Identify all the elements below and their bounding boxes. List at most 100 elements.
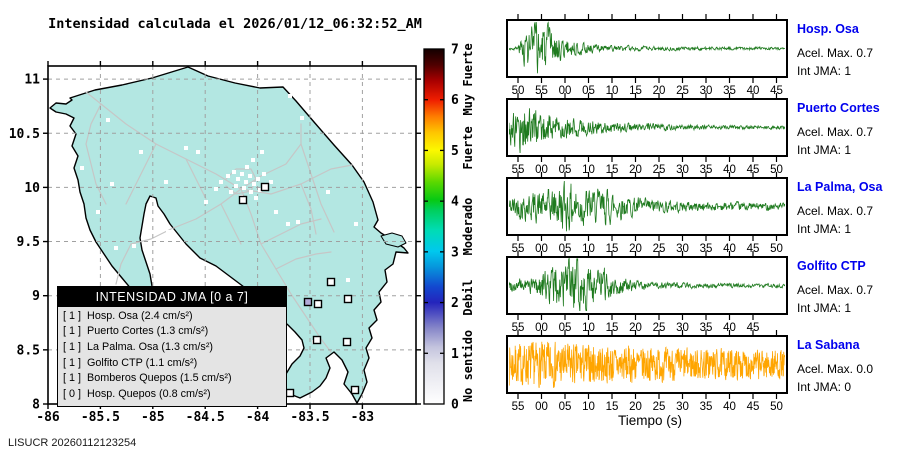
trace-tick-label: 35 xyxy=(699,243,713,255)
station-dot xyxy=(240,172,244,176)
station-dot xyxy=(248,174,252,178)
station-dot xyxy=(244,180,248,184)
trace-tick-label: 55 xyxy=(511,401,525,413)
station-markers-layer xyxy=(238,182,360,398)
y-tick-label: 10 xyxy=(24,181,40,196)
colorbar-tick-label: 7 xyxy=(451,43,459,58)
legend-station-label: Golfito CTP (1.1 cm/s²) xyxy=(87,356,198,369)
colorbar xyxy=(423,48,445,405)
legend-intensity-code: [ 0 ] xyxy=(63,388,82,401)
y-tick-label: 9.5 xyxy=(17,235,40,250)
trace-tick-label: 55 xyxy=(511,322,525,334)
waveform-trace xyxy=(509,341,785,388)
legend-station-label: Puerto Cortes (1.3 cm/s²) xyxy=(87,325,209,338)
station-intensity-marker xyxy=(312,335,322,345)
station-dot xyxy=(260,150,264,154)
station-dot xyxy=(245,165,249,169)
station-dot xyxy=(269,180,273,184)
trace-tick-label: 20 xyxy=(629,164,642,176)
legend-station-label: Hosp. Osa (2.4 cm/s²) xyxy=(87,309,193,322)
legend-row: [ 1 ] La Palma. Osa (1.3 cm/s²) xyxy=(58,338,286,354)
int-jma-label: Int JMA: 1 xyxy=(797,143,852,157)
int-jma-label: Int JMA: 0 xyxy=(797,380,852,394)
trace-tick-label: 00 xyxy=(558,85,572,97)
y-tick-label: 8.5 xyxy=(17,343,40,358)
tiempo-axis-label: Tiempo (s) xyxy=(617,413,682,428)
trace-tick-label: 50 xyxy=(770,243,783,255)
x-tick-label: -84 xyxy=(246,410,270,425)
legend-box: INTENSIDAD JMA [0 a 7] [ 1 ] Hosp. Osa (2… xyxy=(57,286,287,407)
station-dot xyxy=(229,190,233,194)
trace-tick-label: 35 xyxy=(723,85,736,97)
trace-tick-label: 10 xyxy=(582,164,595,176)
legend-row: [ 1 ] Golfito CTP (1.1 cm/s²) xyxy=(58,354,286,370)
trace-tick-label: 20 xyxy=(629,401,642,413)
colorbar-tick-label: 4 xyxy=(451,195,459,210)
waveform-trace xyxy=(509,108,785,153)
trace-tick-label: 15 xyxy=(605,401,619,413)
legend-row: [ 1 ] Bomberos Quepos (1.5 cm/s²) xyxy=(58,370,286,386)
station-dot xyxy=(258,188,262,192)
map-ticks xyxy=(43,61,421,409)
y-tick-label: 10.5 xyxy=(9,127,40,142)
colorbar-tick-label: 2 xyxy=(451,296,459,311)
trace-tick-label: 05 xyxy=(558,401,572,413)
trace-tick-label: 25 xyxy=(652,322,666,334)
waveform-trace xyxy=(509,258,785,311)
trace-tick-label: 00 xyxy=(535,322,548,334)
station-intensity-marker xyxy=(313,299,323,309)
trace-tick-label: 40 xyxy=(723,322,736,334)
station-intensity-marker xyxy=(342,337,352,347)
trace-tick-label: 45 xyxy=(770,85,783,97)
acel-max-label: Acel. Max. 0.7 xyxy=(797,125,874,139)
seismogram-plot xyxy=(506,172,788,241)
seismogram-plot xyxy=(506,93,788,162)
station-dot xyxy=(214,187,218,191)
trace-tick-label: 40 xyxy=(723,243,736,255)
station-name-label: Hosp. Osa xyxy=(797,22,859,36)
legend-intensity-code: [ 1 ] xyxy=(63,340,82,353)
colorbar-tick-label: 6 xyxy=(451,93,459,108)
station-dot xyxy=(219,180,223,184)
station-dot xyxy=(196,150,200,154)
trace-tick-label: 00 xyxy=(535,164,548,176)
acel-max-label: Acel. Max. 0.0 xyxy=(797,362,874,376)
station-dot xyxy=(346,278,350,282)
trace-tick-row: 55 00 05 10 15 20 25 30 35 40 45 50 xyxy=(506,243,788,256)
colorbar-category-label: Debil xyxy=(461,279,475,315)
trace-tick-label: 35 xyxy=(699,164,713,176)
trace-tick-label: 35 xyxy=(699,401,713,413)
trace-tick-label: 05 xyxy=(558,164,572,176)
waveform-trace xyxy=(509,21,785,74)
x-tick-label: -83 xyxy=(351,410,374,425)
acel-max-label: Acel. Max. 0.7 xyxy=(797,46,874,60)
trace-tick-label: 55 xyxy=(511,164,525,176)
legend-intensity-code: [ 1 ] xyxy=(63,372,82,385)
trace-tick-label: 05 xyxy=(558,243,572,255)
y-tick-label: 11 xyxy=(24,73,40,88)
trace-tick-label: 35 xyxy=(699,322,713,334)
station-dot xyxy=(96,210,100,214)
legend-row: [ 1 ] Puerto Cortes (1.3 cm/s²) xyxy=(58,323,286,339)
int-jma-label: Int JMA: 1 xyxy=(797,222,852,236)
station-intensity-marker xyxy=(326,277,336,287)
trace-tick-row: 55 00 05 10 15 20 25 30 35 40 45 50 xyxy=(506,164,788,177)
colorbar-category-label: Fuerte xyxy=(461,126,475,169)
legend-intensity-code: [ 1 ] xyxy=(63,356,82,369)
station-dot xyxy=(106,118,110,122)
colorbar-tick-label: 3 xyxy=(451,245,459,260)
colorbar-category-label: Muy Fuerte xyxy=(461,43,475,115)
station-dot xyxy=(254,196,258,200)
trace-tick-label: 40 xyxy=(723,164,736,176)
trace-tick-label: 50 xyxy=(770,401,783,413)
trace-tick-label: 10 xyxy=(582,401,595,413)
colorbar-tick-label: 0 xyxy=(451,398,459,413)
map-tick-labels: -86 -85.5 -85 -84.5 -84 -83.5 -83 8 8.5 9 9.5 10 10.… xyxy=(9,73,374,425)
station-intensity-marker xyxy=(260,182,270,192)
seismogram-plot xyxy=(506,14,788,83)
plot-title: Intensidad calculada el 2026/01/12_06:32… xyxy=(48,16,422,32)
legend-intensity-code: [ 1 ] xyxy=(63,325,82,338)
station-dot xyxy=(234,184,238,188)
intensity-map-canvas: -86 -85.5 -85 -84.5 -84 -83.5 -8388.599.51010.… xyxy=(9,43,475,426)
